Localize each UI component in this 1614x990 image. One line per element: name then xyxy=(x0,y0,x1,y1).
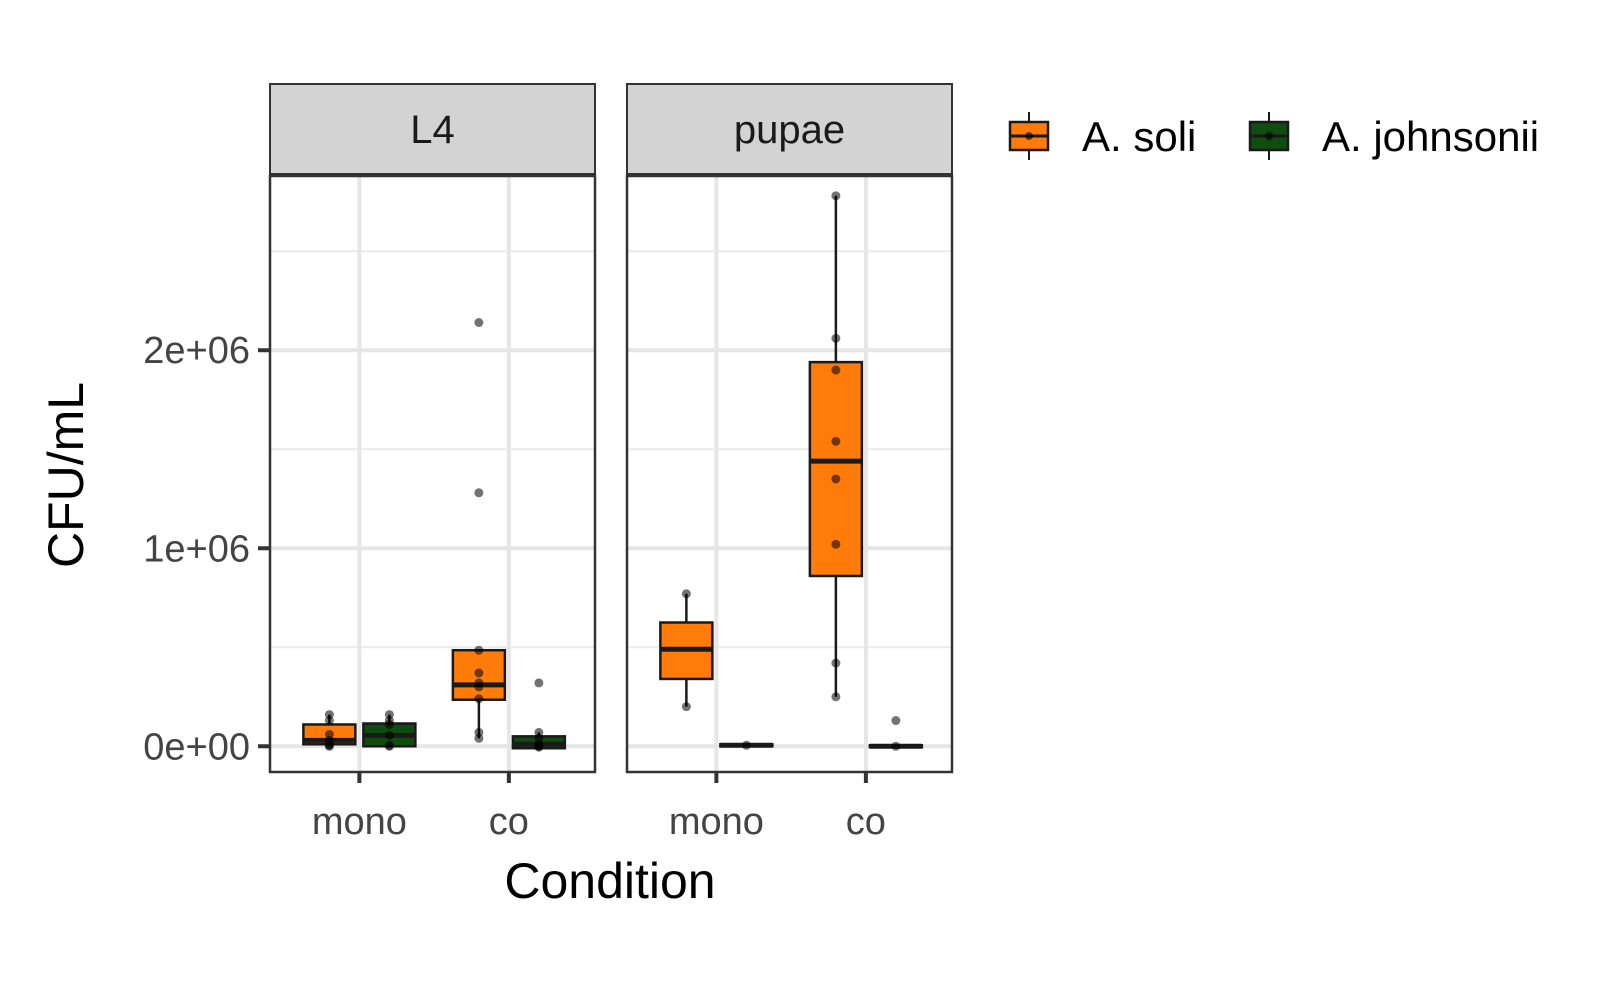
y-tick-label: 2e+06 xyxy=(143,330,250,372)
data-point xyxy=(831,191,841,201)
axes-layer: mono co mono co 0e+00 1e+06 2e+06 xyxy=(143,330,886,843)
box-pupae-co-a-johnsonii xyxy=(868,716,924,751)
data-point xyxy=(831,692,841,702)
legend-point xyxy=(1025,132,1033,140)
box-pupae-mono-a-johnsonii xyxy=(719,740,774,750)
facet-label-pupae: pupae xyxy=(734,108,845,152)
data-point xyxy=(384,730,394,740)
data-point xyxy=(831,333,841,343)
panel-border xyxy=(625,174,954,774)
data-point xyxy=(474,678,484,688)
y-tick-label: 0e+00 xyxy=(143,726,250,768)
box-L4-mono-a-soli xyxy=(302,710,357,751)
data-point xyxy=(891,741,901,751)
data-point xyxy=(384,710,394,720)
legend-label: A. soli xyxy=(1082,113,1196,160)
panel-border xyxy=(268,174,597,774)
data-point xyxy=(474,488,484,498)
box-L4-co-a-johnsonii xyxy=(511,678,567,752)
data-point xyxy=(534,727,544,737)
x-tick-label-mono: mono xyxy=(312,801,407,843)
data-point xyxy=(831,658,841,668)
facet-label-L4: L4 xyxy=(410,108,455,152)
legend: A. soli A. johnsonii xyxy=(1008,112,1539,160)
data-point xyxy=(474,668,484,678)
panels-layer: L4 pupae xyxy=(268,83,954,774)
legend-point xyxy=(1265,132,1273,140)
data-point xyxy=(534,678,544,688)
box-L4-mono-a-johnsonii xyxy=(362,710,417,751)
facet-strip xyxy=(269,83,596,175)
data-point xyxy=(474,645,484,655)
box-L4-co-a-soli xyxy=(451,318,507,743)
data-point xyxy=(474,694,484,704)
x-tick-label-mono: mono xyxy=(669,801,764,843)
data-point xyxy=(831,365,841,375)
x-tick-label-co: co xyxy=(846,801,886,843)
data-point xyxy=(681,589,691,599)
data-point xyxy=(891,716,901,726)
data-point xyxy=(474,727,484,737)
y-tick-label: 1e+06 xyxy=(143,528,250,570)
x-axis-title: Condition xyxy=(504,853,715,909)
legend-label: A. johnsonii xyxy=(1322,113,1539,160)
y-axis-title: CFU/mL xyxy=(38,382,94,568)
x-tick-label-co: co xyxy=(489,801,529,843)
legend-item-a-soli: A. soli xyxy=(1008,112,1196,160)
data-point xyxy=(831,436,841,446)
data-point xyxy=(741,740,751,750)
data-point xyxy=(831,474,841,484)
data-point xyxy=(474,318,484,328)
facet-strip xyxy=(626,83,953,175)
data-point xyxy=(681,702,691,712)
data-point xyxy=(324,729,334,739)
data-point xyxy=(831,539,841,549)
data-point xyxy=(324,710,334,720)
legend-item-a-johnsonii: A. johnsonii xyxy=(1248,112,1539,160)
grid-layer xyxy=(270,176,952,772)
data-point xyxy=(384,740,394,750)
box-pupae-co-a-soli xyxy=(808,191,864,702)
box-pupae-mono-a-soli xyxy=(659,589,714,712)
